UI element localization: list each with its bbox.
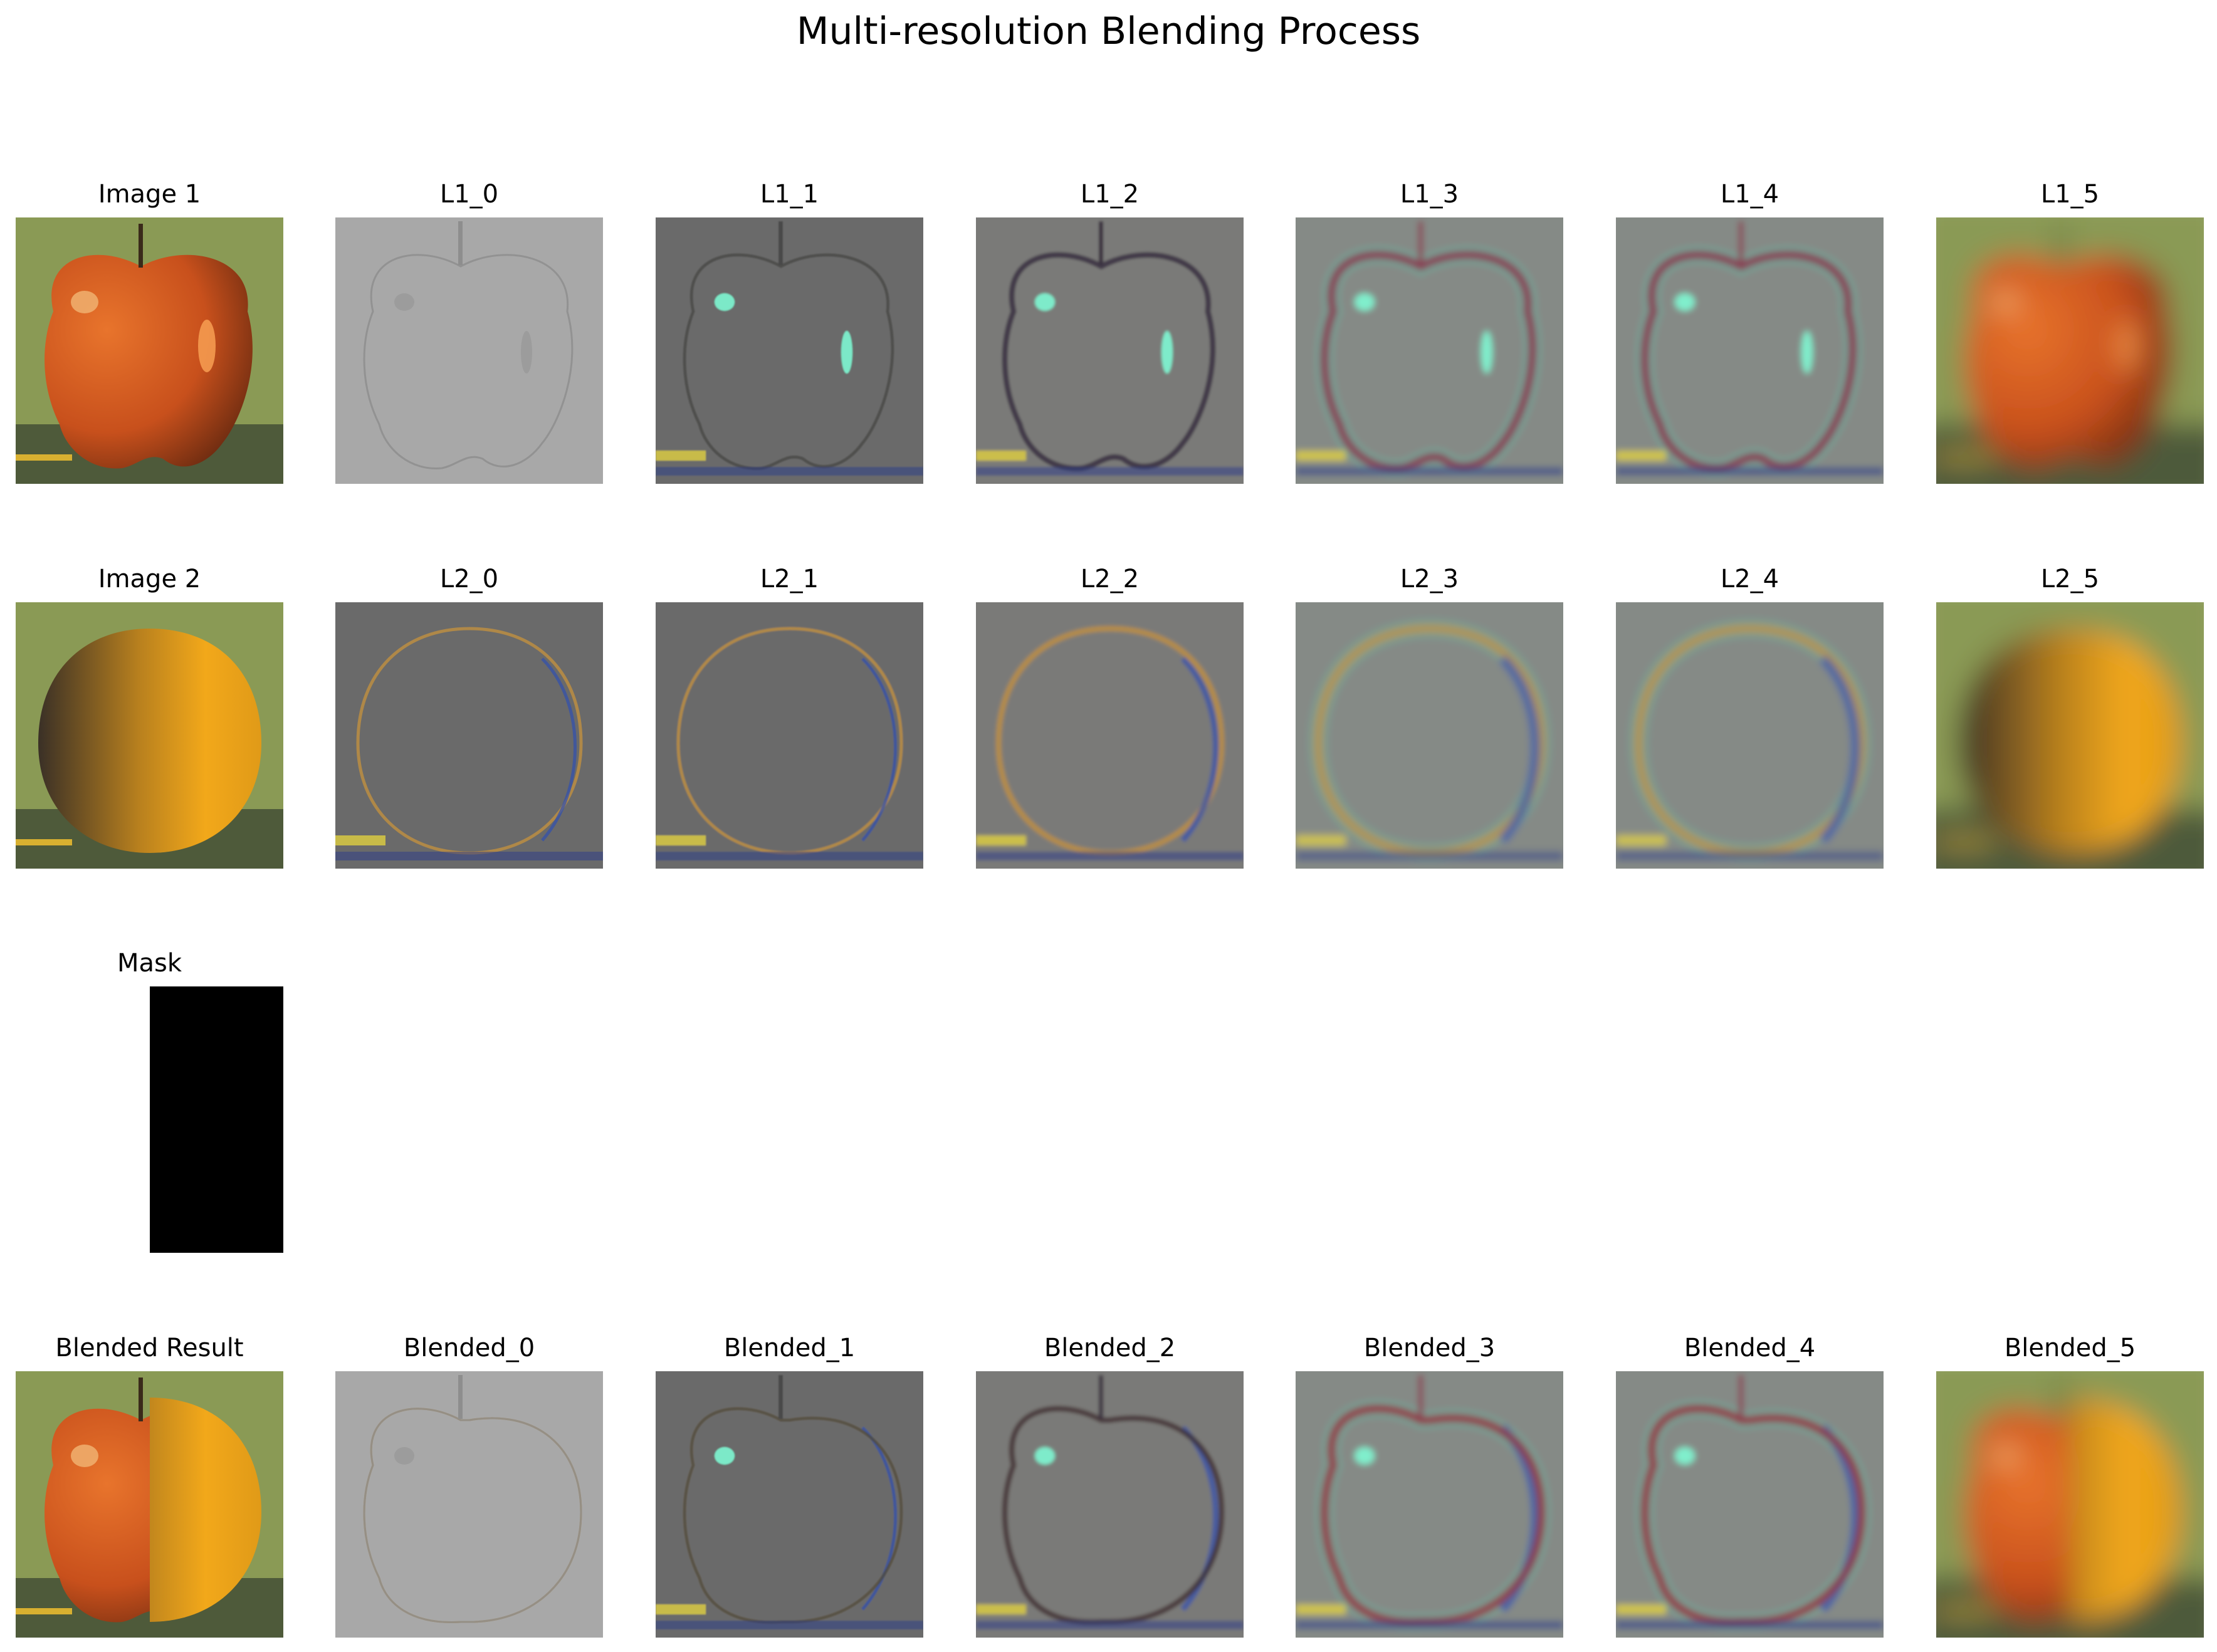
panel-title: Mask [117,949,182,978]
figure-title: Multi-resolution Blending Process [796,9,1421,53]
panel-image [656,1371,923,1638]
panel-image [16,602,283,869]
panel-title: Blended_4 [1684,1334,1816,1362]
panel-image [1296,1371,1563,1638]
panel-image [976,1371,1244,1638]
panel-title: L1_5 [2040,180,2100,209]
panel-image [1936,217,2204,484]
panel-title: Blended_2 [1044,1334,1176,1362]
panel-title: L2_4 [1720,565,1779,593]
panel-image [16,217,283,484]
panel-image [976,217,1244,484]
panel-title: L1_2 [1080,180,1140,209]
panel-title: L2_2 [1080,565,1140,593]
panel-image [16,1371,283,1638]
panel-title: Image 1 [98,180,201,209]
panel-title: Blended_1 [723,1334,856,1362]
panel-title: Blended_3 [1363,1334,1496,1362]
panel-title: Blended_5 [2004,1334,2136,1362]
panel-image [656,217,923,484]
panel-title: L1_4 [1720,180,1779,209]
mask-image [16,986,283,1253]
panel-title: Blended Result [55,1334,244,1362]
panel-title: L2_1 [760,565,819,593]
panel-image [1936,602,2204,869]
panel-title: L1_3 [1400,180,1459,209]
panel-image [335,217,603,484]
panel-title: L2_0 [439,565,499,593]
panel-image [1616,217,1884,484]
panel-image [335,602,603,869]
panel-image [1616,602,1884,869]
panel-title: L2_3 [1400,565,1459,593]
panel-title: Blended_0 [403,1334,535,1362]
panel-title: L2_5 [2040,565,2100,593]
panel-image [335,1371,603,1638]
panel-image [1616,1371,1884,1638]
panel-image [1296,217,1563,484]
panel-image [976,602,1244,869]
panel-image [1296,602,1563,869]
panel-title: Image 2 [98,565,201,593]
panel-image [1936,1371,2204,1638]
panel-title: L1_1 [760,180,819,209]
panel-title: L1_0 [439,180,499,209]
panel-image [656,602,923,869]
